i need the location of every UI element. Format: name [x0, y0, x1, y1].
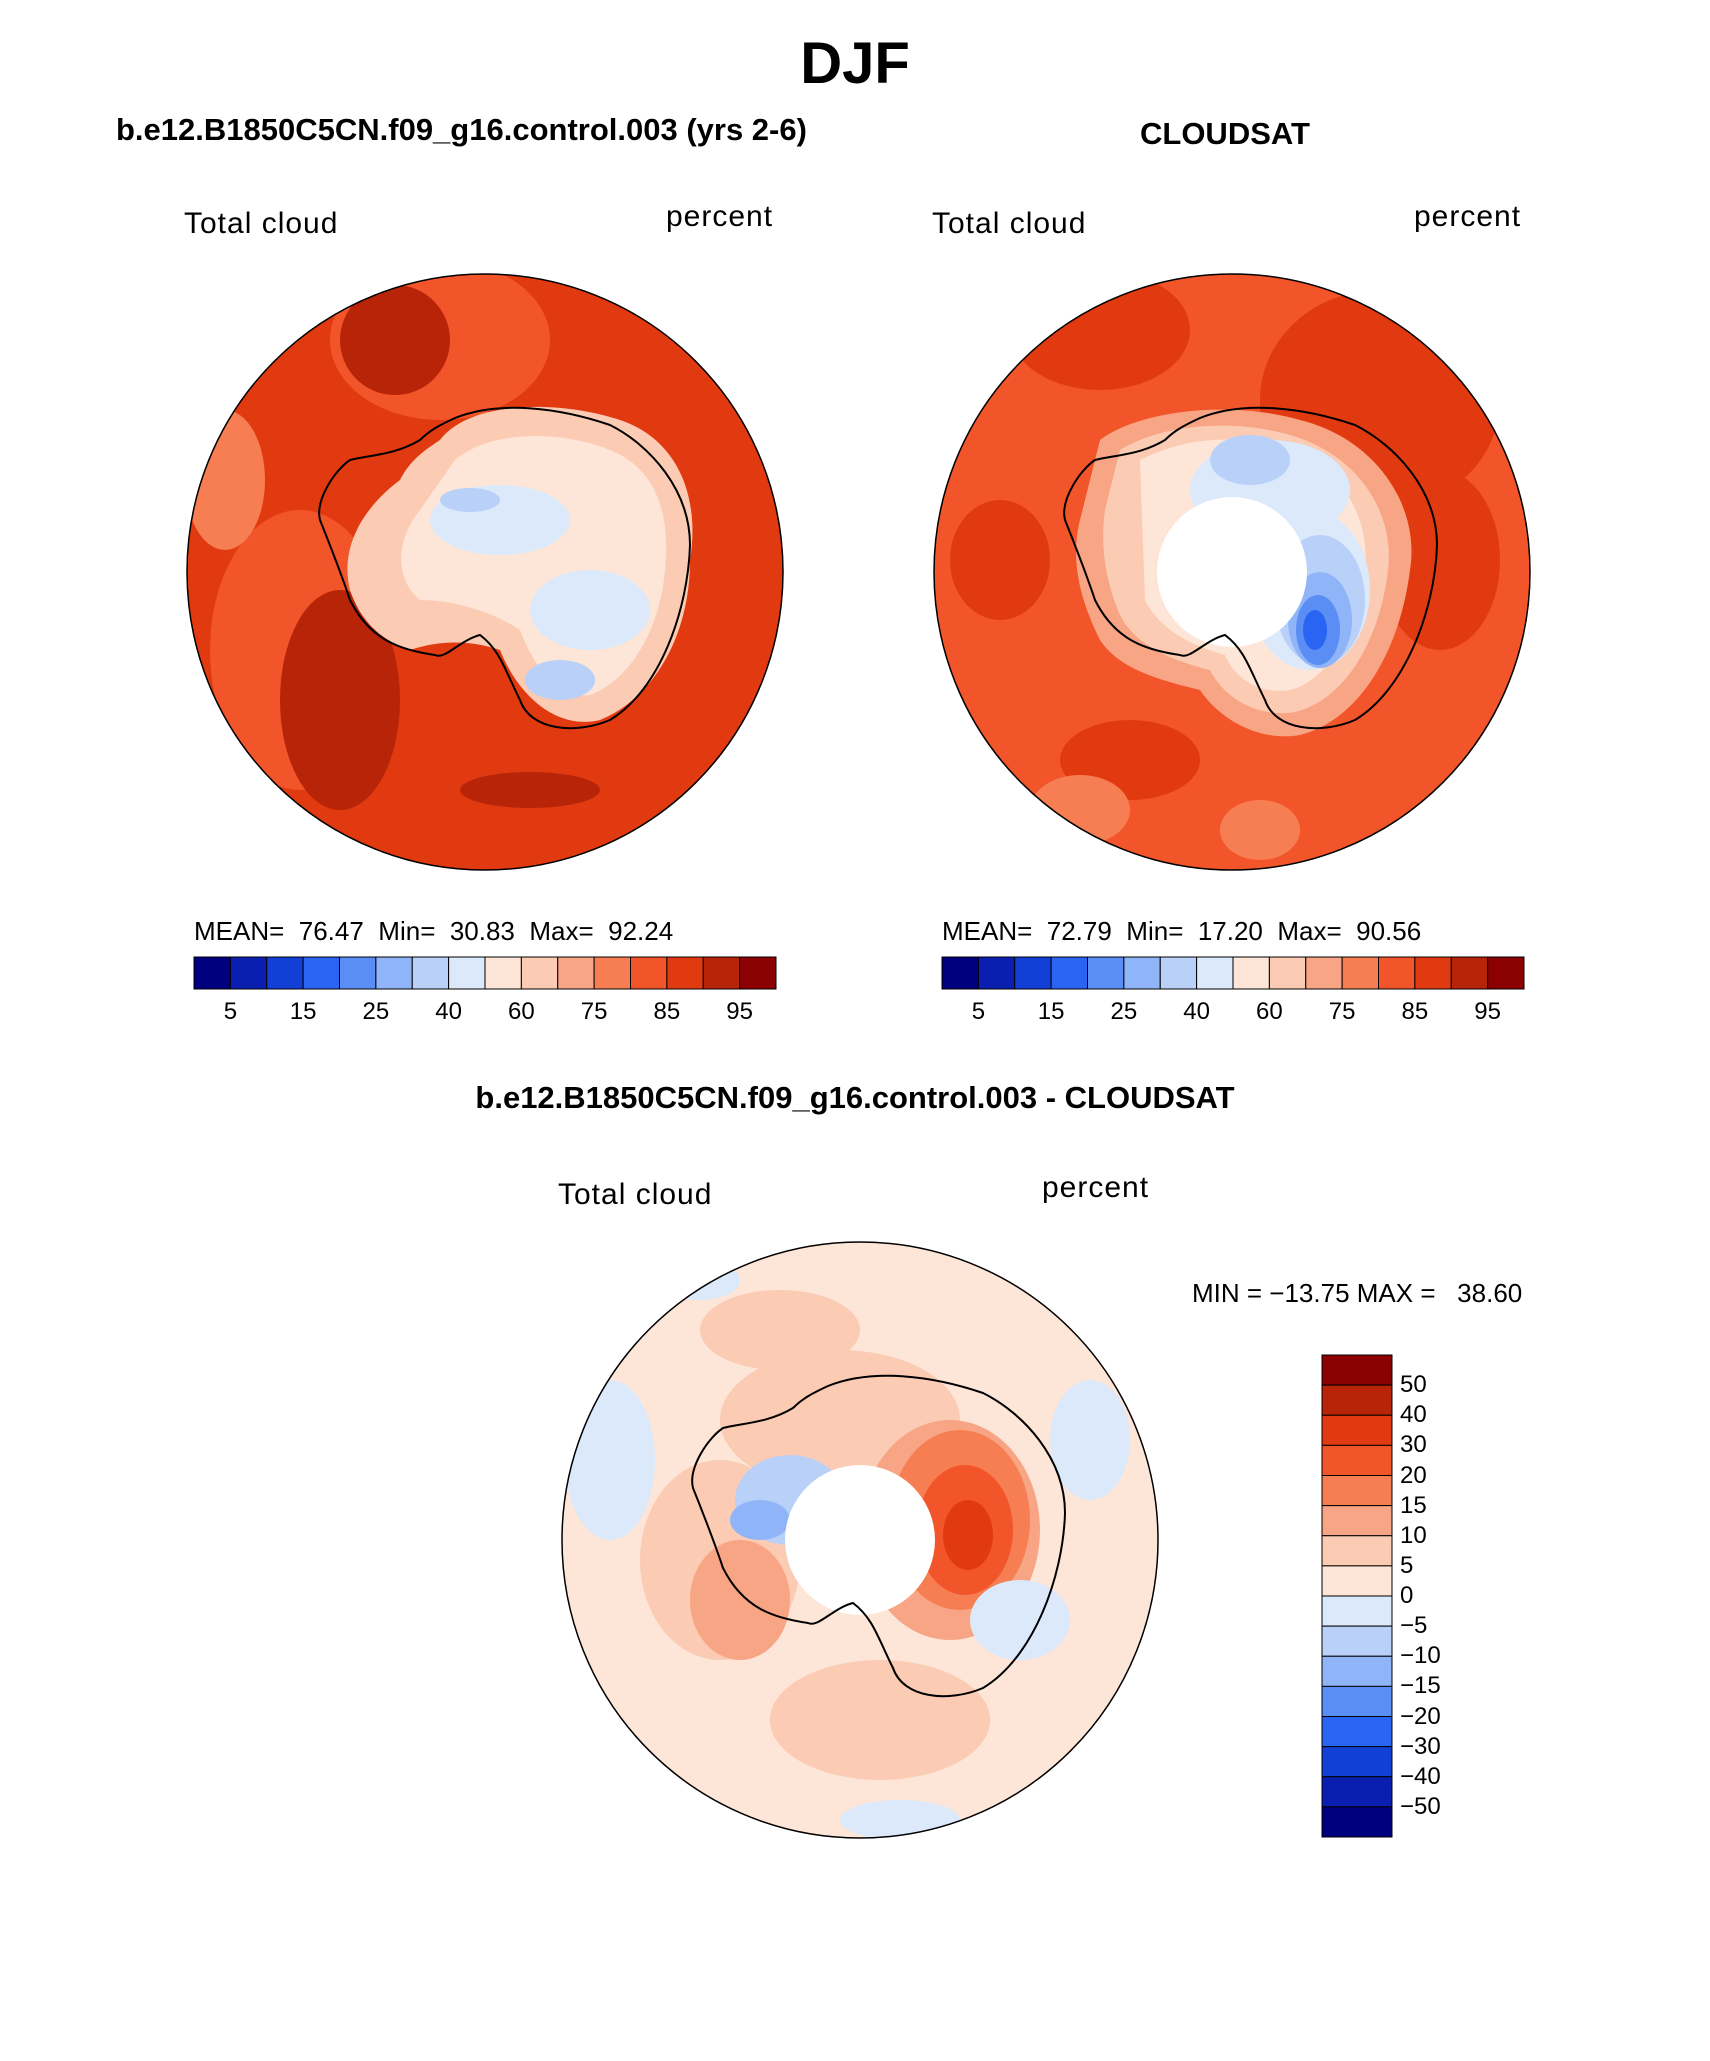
colorbar-swatch	[1321, 1806, 1393, 1838]
colorbar-swatch	[739, 956, 777, 990]
colorbar-ticks-model: 5 15 25 40 60 75 85 95	[194, 998, 776, 1028]
colorbar-tick-label: 25	[1110, 998, 1138, 1025]
colorbar-swatch	[411, 956, 450, 990]
colorbar-swatch	[1321, 1595, 1393, 1627]
colorbar-swatch	[1123, 956, 1161, 990]
colorbar-tick-label: −50	[1400, 1792, 1441, 1820]
colorbar-tick-label: −40	[1400, 1762, 1441, 1790]
colorbar-swatch	[1321, 1716, 1393, 1748]
colorbar-swatch	[1321, 1685, 1393, 1717]
stats-model: MEAN= 76.47 Min= 30.83 Max= 92.24	[194, 916, 674, 946]
variable-label-obs: Total cloud	[932, 207, 1087, 240]
colorbar-swatch	[1341, 956, 1379, 990]
colorbar-swatch	[1321, 1565, 1393, 1597]
colorbar-tick-label: 40	[1183, 998, 1210, 1025]
colorbar-swatch	[1414, 956, 1452, 990]
colorbar-swatch	[302, 956, 340, 990]
colorbar-tick-label: 95	[726, 998, 753, 1025]
colorbar-tick-label: 75	[580, 998, 608, 1025]
colorbar-tick-label: 95	[1474, 998, 1501, 1025]
colorbar-tick-label: 60	[508, 998, 535, 1025]
colorbar-model	[193, 956, 777, 990]
colorbar-swatch	[1321, 1475, 1393, 1507]
colorbar-tick-label: 25	[362, 998, 390, 1025]
stats-obs: MEAN= 72.79 Min= 17.20 Max= 90.56	[942, 916, 1422, 946]
colorbar-tick-label: 75	[1328, 998, 1356, 1025]
colorbar-tick-label: 40	[1400, 1401, 1427, 1429]
colorbar-swatch	[1321, 1746, 1393, 1778]
colorbar-swatch	[375, 956, 413, 990]
colorbar-swatch	[520, 956, 559, 990]
variable-label-model: Total cloud	[184, 207, 339, 240]
colorbar-tick-label: 10	[1400, 1521, 1427, 1549]
colorbar-tick-label: −15	[1400, 1672, 1441, 1700]
panel-title-diff: b.e12.B1850C5CN.f09_g16.control.003 - CL…	[475, 1080, 1235, 1115]
colorbar-swatch	[1196, 956, 1234, 990]
colorbar-tick-label: 60	[1256, 998, 1283, 1025]
units-label-diff: percent	[1042, 1171, 1150, 1204]
units-label-obs: percent	[1414, 200, 1522, 233]
colorbar-tick-label: −30	[1400, 1732, 1441, 1760]
colorbar-swatch	[339, 956, 377, 990]
colorbar-swatch	[484, 956, 522, 990]
colorbar-tick-label: 5	[223, 998, 238, 1025]
colorbar-swatch	[229, 956, 268, 990]
panel-title-obs: CLOUDSAT	[1140, 116, 1310, 151]
colorbar-swatch	[1014, 956, 1052, 990]
colorbar-swatch	[1321, 1414, 1393, 1446]
colorbar-swatch	[557, 956, 595, 990]
colorbar-swatch	[1321, 1535, 1393, 1567]
colorbar-swatch	[1232, 956, 1270, 990]
colorbar-tick-label: 15	[1037, 998, 1065, 1025]
colorbar-tick-label: 15	[1400, 1491, 1427, 1519]
colorbar-swatch	[1321, 1384, 1393, 1416]
colorbar-swatch	[666, 956, 704, 990]
colorbar-swatch	[977, 956, 1016, 990]
colorbar-swatch	[1159, 956, 1198, 990]
colorbar-tick-label: 5	[1400, 1551, 1414, 1579]
page-title: DJF	[800, 31, 910, 96]
colorbar-swatch	[1321, 1505, 1393, 1537]
colorbar-ticks-diff: 50 40 30 20 15 10 5 0 −5 −10 −15 −20 −30 −40 −50	[1400, 1355, 1480, 1837]
colorbar-tick-label: 0	[1400, 1582, 1414, 1609]
colorbar-swatch	[1378, 956, 1416, 990]
colorbar-swatch	[1321, 1625, 1393, 1657]
colorbar-obs	[941, 956, 1525, 990]
colorbar-swatch	[1321, 1776, 1393, 1808]
colorbar-swatch	[1321, 1444, 1393, 1476]
colorbar-tick-label: −20	[1400, 1702, 1441, 1730]
colorbar-tick-label: −10	[1400, 1642, 1441, 1670]
variable-label-diff: Total cloud	[558, 1178, 713, 1211]
colorbar-swatch	[1321, 1655, 1393, 1687]
colorbar-swatch	[630, 956, 668, 990]
colorbar-swatch	[1321, 1354, 1393, 1386]
units-label-model: percent	[666, 200, 774, 233]
colorbar-tick-label: 20	[1400, 1461, 1427, 1489]
colorbar-swatch	[1487, 956, 1525, 990]
colorbar-tick-label: 30	[1400, 1431, 1427, 1459]
colorbar-swatch	[266, 956, 304, 990]
colorbar-tick-label: −5	[1400, 1612, 1428, 1640]
colorbar-tick-label: 5	[971, 998, 986, 1025]
colorbar-tick-label: 85	[1401, 998, 1429, 1025]
colorbar-tick-label: 50	[1400, 1371, 1427, 1399]
colorbar-swatch	[593, 956, 631, 990]
colorbar-ticks-obs: 5 15 25 40 60 75 85 95	[942, 998, 1524, 1028]
colorbar-diff	[1321, 1354, 1393, 1838]
colorbar-tick-label: 40	[435, 998, 462, 1025]
colorbar-swatch	[1268, 956, 1307, 990]
panel-title-model: b.e12.B1850C5CN.f09_g16.control.003 (yrs…	[116, 112, 807, 147]
colorbar-swatch	[941, 956, 979, 990]
colorbar-swatch	[193, 956, 231, 990]
colorbar-tick-label: 85	[653, 998, 681, 1025]
colorbar-tick-label: 15	[289, 998, 317, 1025]
colorbar-swatch	[1087, 956, 1125, 990]
stats-diff: MIN = −13.75 MAX = 38.60	[1192, 1278, 1523, 1308]
